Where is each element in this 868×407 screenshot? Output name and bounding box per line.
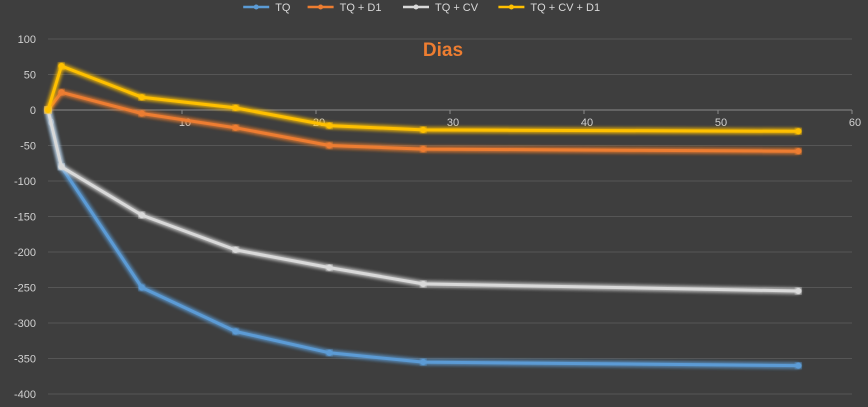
data-point [232,104,239,111]
legend-marker [253,4,259,10]
data-point [138,110,145,117]
data-point [138,94,145,101]
series-tq-cv-d1 [45,62,802,135]
y-tick-label: 50 [24,70,36,82]
data-point [326,122,333,129]
data-point [138,212,145,219]
data-point [326,264,333,271]
legend-item: TQ + D1 [307,2,382,14]
series-line [46,64,800,133]
series-line [46,90,800,153]
series-tq-cv [45,107,802,295]
gridlines [48,38,852,395]
data-point [420,280,427,287]
data-point [420,146,427,153]
legend: TQ TQ + D1 TQ + CV TQ + CV + D1 [243,2,600,14]
data-point [45,107,51,113]
legend-label: TQ + D1 [340,2,382,14]
legend-marker [508,4,514,10]
legend-item: TQ + CV + D1 [498,2,600,14]
data-point [326,349,333,356]
y-tick-label: 0 [30,105,36,117]
y-tick-label: -400 [14,389,36,401]
chart-title: Dias [423,40,463,61]
x-tick-label: 40 [581,117,593,129]
data-point [232,124,239,131]
legend-item: TQ + CV [403,2,479,14]
series-group [45,62,802,369]
series-line [46,108,800,293]
data-point [795,288,802,295]
y-tick-label: -300 [14,318,36,330]
y-tick-label: -200 [14,247,36,259]
y-tick-label: -350 [14,354,36,366]
y-tick-label: -50 [20,141,36,153]
legend-label: TQ [275,2,291,14]
data-point [58,163,65,170]
data-point [326,142,333,149]
data-point [420,359,427,366]
data-point [420,126,427,133]
data-point [58,62,65,69]
x-tick-label: 30 [447,117,459,129]
data-point [232,328,239,335]
legend-marker [318,4,324,10]
data-point [795,128,802,135]
legend-item: TQ [243,2,291,14]
data-point [795,148,802,155]
legend-label: TQ + CV + D1 [530,2,600,14]
x-tick-label: 60 [849,117,861,129]
y-tick-label: 100 [18,34,36,46]
data-point [232,246,239,253]
data-point [795,362,802,369]
x-tick-label: 50 [715,117,727,129]
data-point [58,89,65,96]
data-point [138,284,145,291]
y-tick-label: -250 [14,283,36,295]
y-tick-label: -150 [14,212,36,224]
legend-label: TQ + CV [435,2,479,14]
y-tick-label: -100 [14,176,36,188]
legend-marker [413,4,419,10]
